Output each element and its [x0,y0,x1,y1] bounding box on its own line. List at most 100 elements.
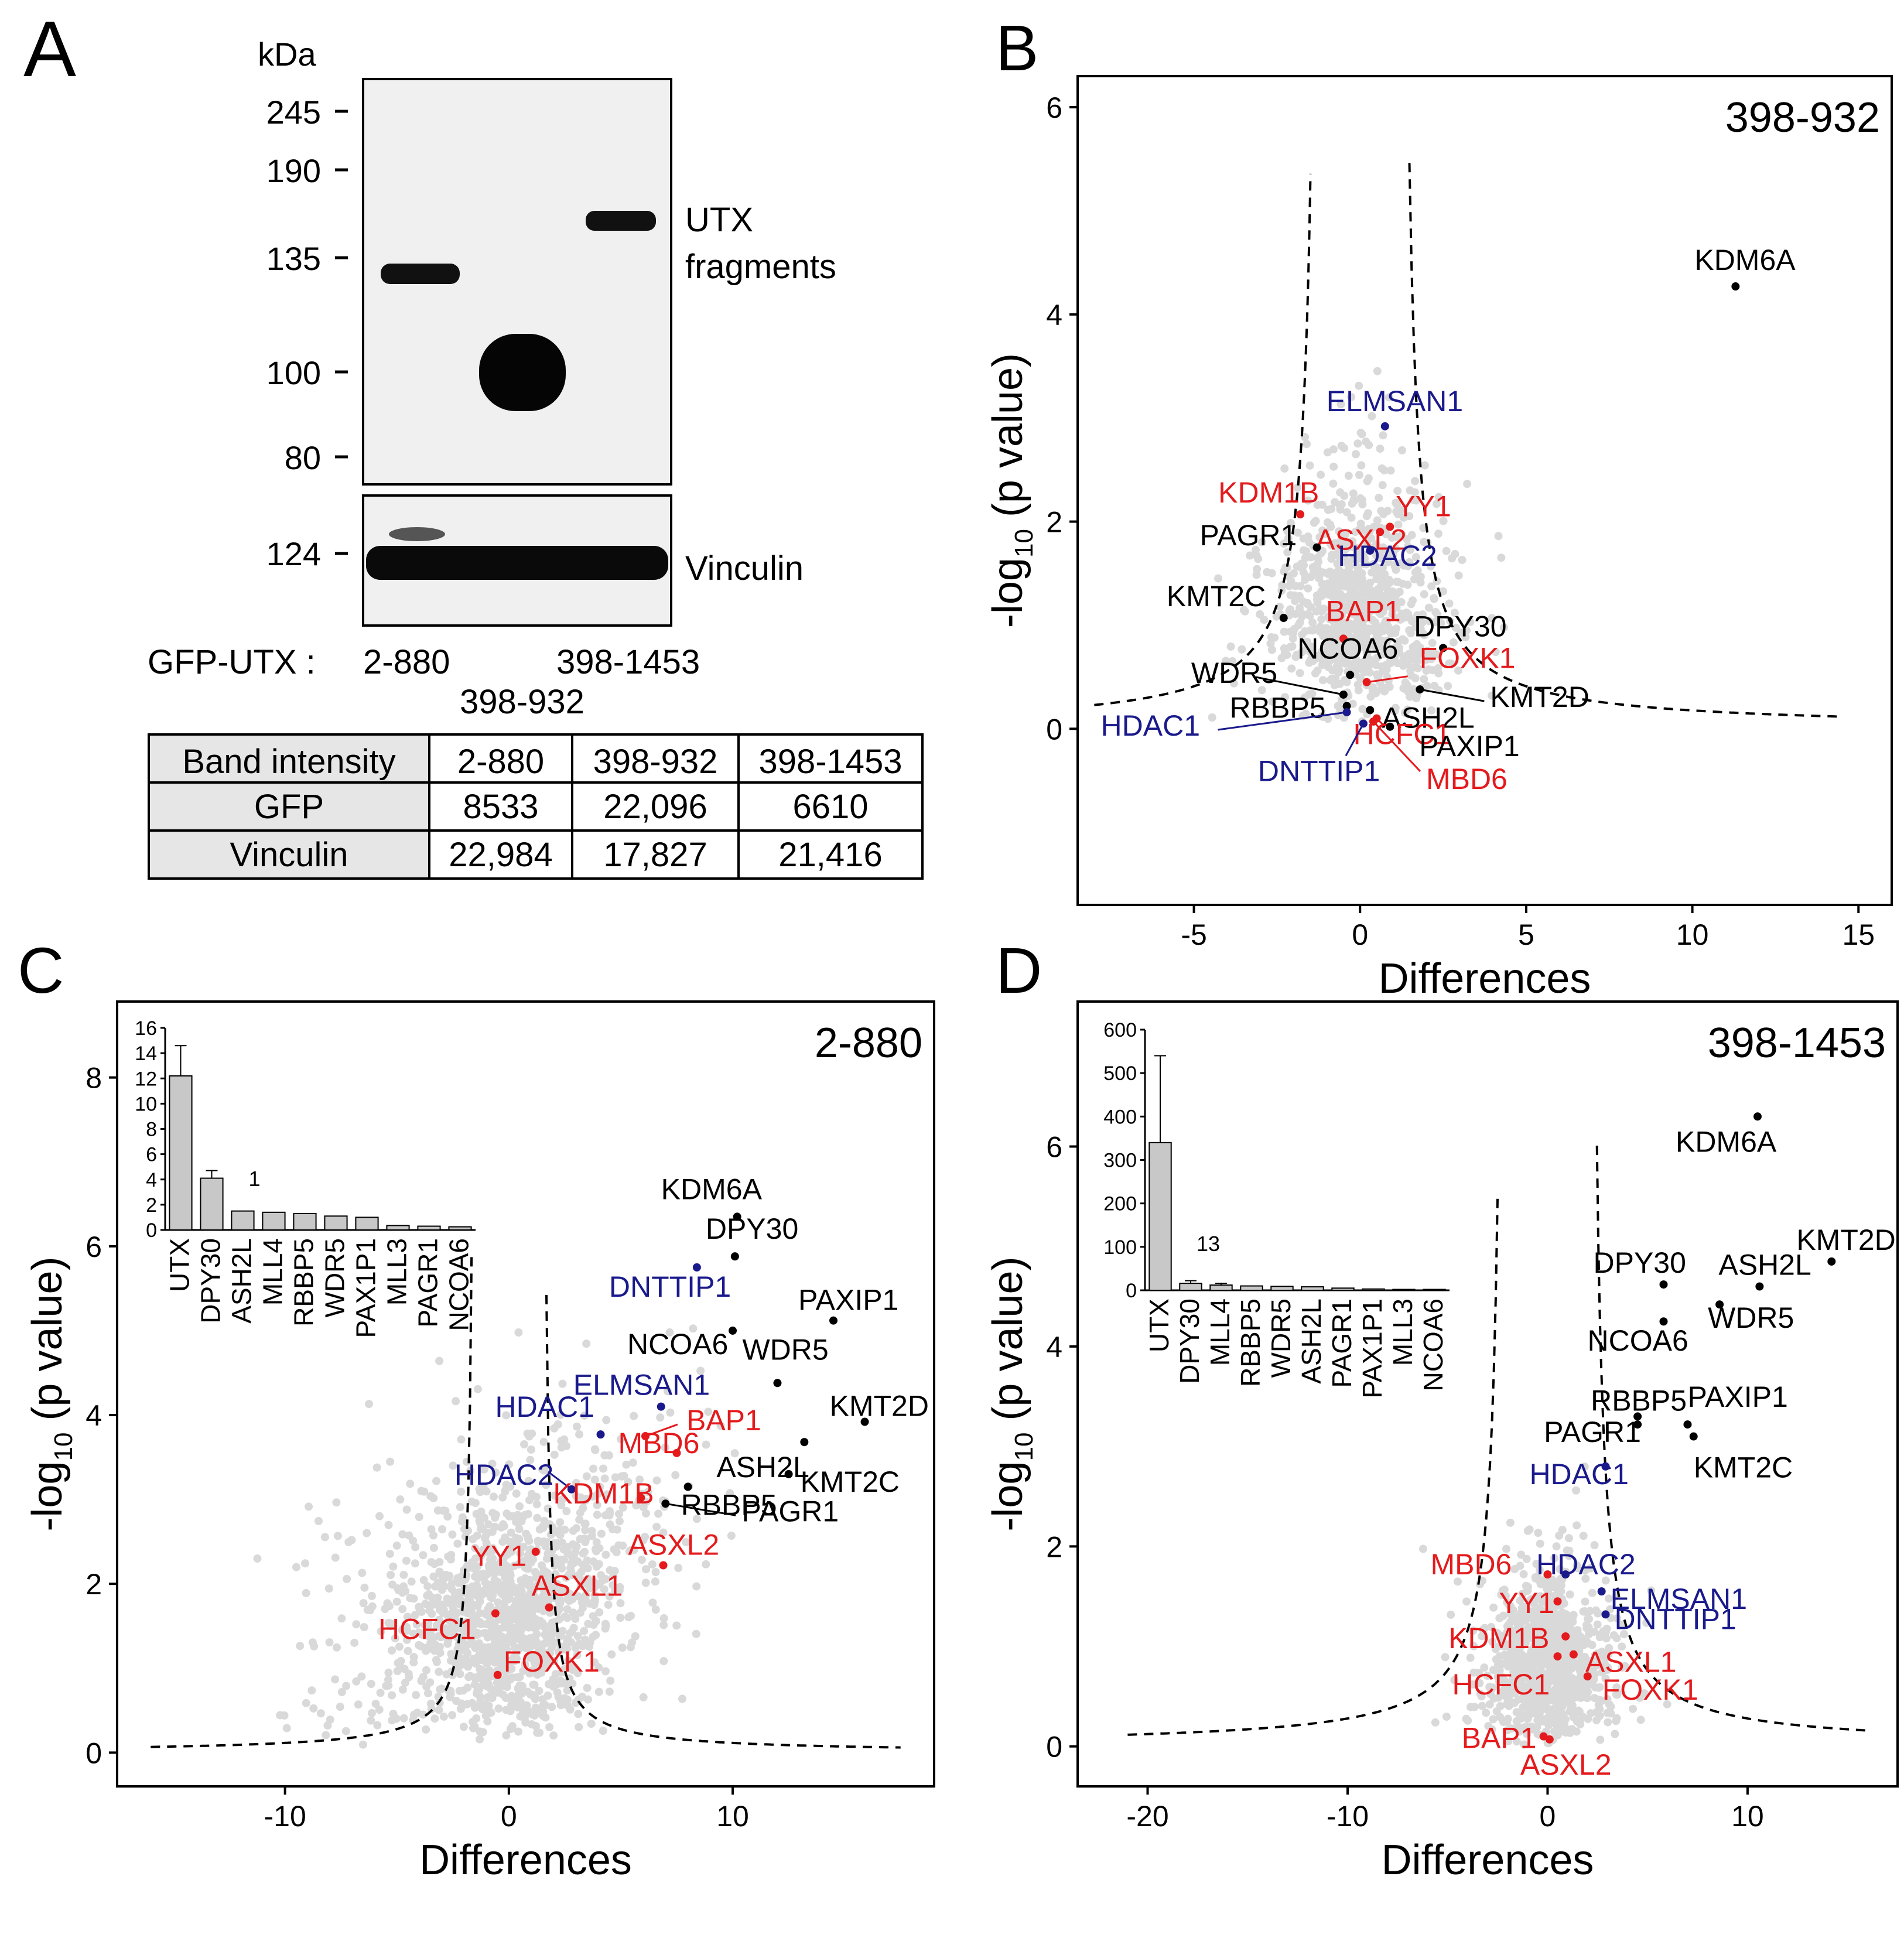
band-intensity-table: Band intensity 2-880 398-932 398-1453 GF… [148,733,924,880]
background-point [539,1711,548,1720]
background-point [1409,596,1417,605]
background-point [1304,496,1312,505]
background-point [463,1641,472,1649]
background-point [1575,1632,1584,1641]
background-point [1335,566,1344,575]
data-point-ncoa6 [729,1326,737,1335]
background-point [1358,430,1366,439]
background-point [1487,1622,1496,1631]
background-point [617,1435,625,1444]
point-label-pagr1: PAGR1 [1199,519,1297,552]
background-point [512,1518,521,1526]
point-label-yy1: YY1 [471,1539,527,1572]
background-point [1434,664,1442,673]
leader-line [1345,723,1365,757]
background-point [1418,618,1427,627]
point-label-kmt2c: KMT2C [1694,1451,1793,1484]
background-point [616,1614,625,1622]
background-point [1240,607,1249,616]
background-point [337,1614,346,1623]
background-point [494,1704,503,1713]
data-point-kdm6a [1731,282,1740,291]
background-point [1515,1612,1524,1621]
background-point [1595,1704,1604,1713]
background-point [403,1612,412,1621]
background-point [584,1581,593,1590]
background-point [473,1591,481,1600]
background-point [1510,1641,1519,1650]
background-point [367,1708,376,1717]
background-point [423,1622,432,1631]
background-point [507,1700,516,1709]
background-point [611,1473,620,1482]
panel-letter-c: C [18,935,64,1007]
background-point [609,1581,617,1590]
background-point [1488,691,1496,700]
background-point [1336,505,1345,514]
background-point [1536,1624,1544,1633]
background-point [580,1626,589,1635]
utx-label: UTX [685,201,753,239]
lane-label-398-1453: 398-1453 [556,643,700,681]
background-point [308,1638,317,1647]
background-point [1560,1599,1568,1608]
background-point [540,1516,549,1525]
background-point [1451,550,1459,559]
data-point-kmt2d [860,1417,869,1426]
background-point [1510,1564,1519,1573]
background-point [1595,1711,1604,1720]
point-label-pagr1: PAGR1 [1544,1416,1641,1448]
background-point [401,1679,409,1687]
background-point [436,1605,445,1614]
table-header-cell: 2-880 [428,733,573,784]
data-point-ncoa6 [1659,1317,1668,1326]
background-point [325,1638,334,1647]
background-point [1342,678,1351,686]
background-point [473,1531,481,1540]
background-point [478,1569,487,1578]
point-label-hdac2: HDAC2 [454,1458,553,1491]
marker-190: 190 [266,152,321,189]
background-point [1306,603,1315,611]
background-point [590,1591,599,1600]
threshold-curve-left [151,1253,473,1748]
background-point [1353,628,1362,637]
background-point [1401,678,1410,687]
background-point [1536,1637,1544,1646]
background-point [1309,651,1318,659]
background-point [566,1659,575,1668]
background-point [435,1667,443,1676]
background-point [471,1675,480,1683]
background-point [1347,513,1356,522]
inset-bar-pax1p1 [355,1216,379,1231]
y-axis-label-part: (p value) [985,1256,1031,1432]
background-point [525,1708,534,1717]
background-point [569,1624,578,1632]
background-point [343,1574,351,1583]
background-point [1557,1623,1566,1632]
background-point [1399,613,1408,622]
background-point [1587,1658,1595,1667]
background-point [1385,393,1393,402]
background-point [1601,1665,1609,1674]
background-point [1397,446,1406,455]
background-point [558,1495,566,1504]
background-point [471,1572,480,1581]
background-point [599,1727,607,1735]
background-point [510,1656,519,1665]
background-point [1346,582,1355,590]
background-point [674,1564,683,1573]
background-point [455,1686,464,1695]
data-point-ash2l [1755,1282,1764,1291]
background-point [502,1731,511,1740]
inset-category-label: MLL3 [1387,1298,1418,1366]
background-point [1450,1676,1459,1684]
data-point-kmt2c [1689,1432,1698,1441]
background-point [392,1541,401,1550]
background-point [1303,440,1311,449]
background-point [534,1580,542,1589]
background-point [573,1650,582,1659]
background-point [1330,681,1339,689]
background-point [1427,706,1436,715]
